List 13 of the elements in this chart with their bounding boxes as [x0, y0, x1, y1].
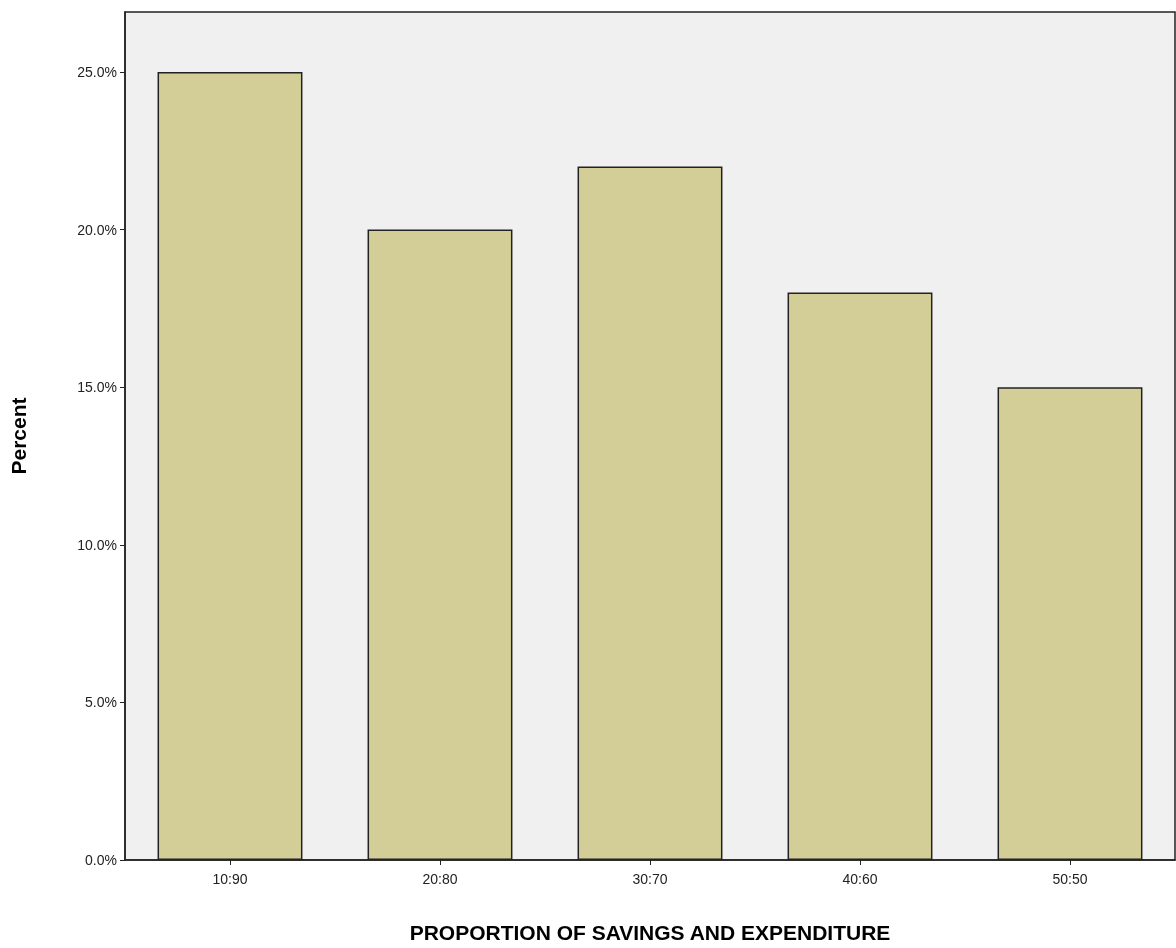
y-tick-label: 20.0% — [77, 221, 117, 238]
y-tick-label: 25.0% — [77, 63, 117, 80]
y-tick-label: 10.0% — [77, 536, 117, 553]
y-tick-label: 0.0% — [85, 852, 117, 868]
x-axis-title: PROPORTION OF SAVINGS AND EXPENDITURE — [409, 921, 891, 944]
x-tick-label: 50:50 — [1052, 871, 1088, 887]
y-tick-label: 15.0% — [77, 379, 117, 396]
x-tick-label: 40:60 — [842, 871, 878, 887]
y-axis-title: Percent — [7, 397, 30, 475]
y-tick-label: 5.0% — [85, 694, 117, 711]
x-tick-label: 30:70 — [632, 871, 668, 887]
x-tick-label: 10:90 — [212, 871, 248, 887]
x-tick-label: 20:80 — [422, 871, 458, 887]
